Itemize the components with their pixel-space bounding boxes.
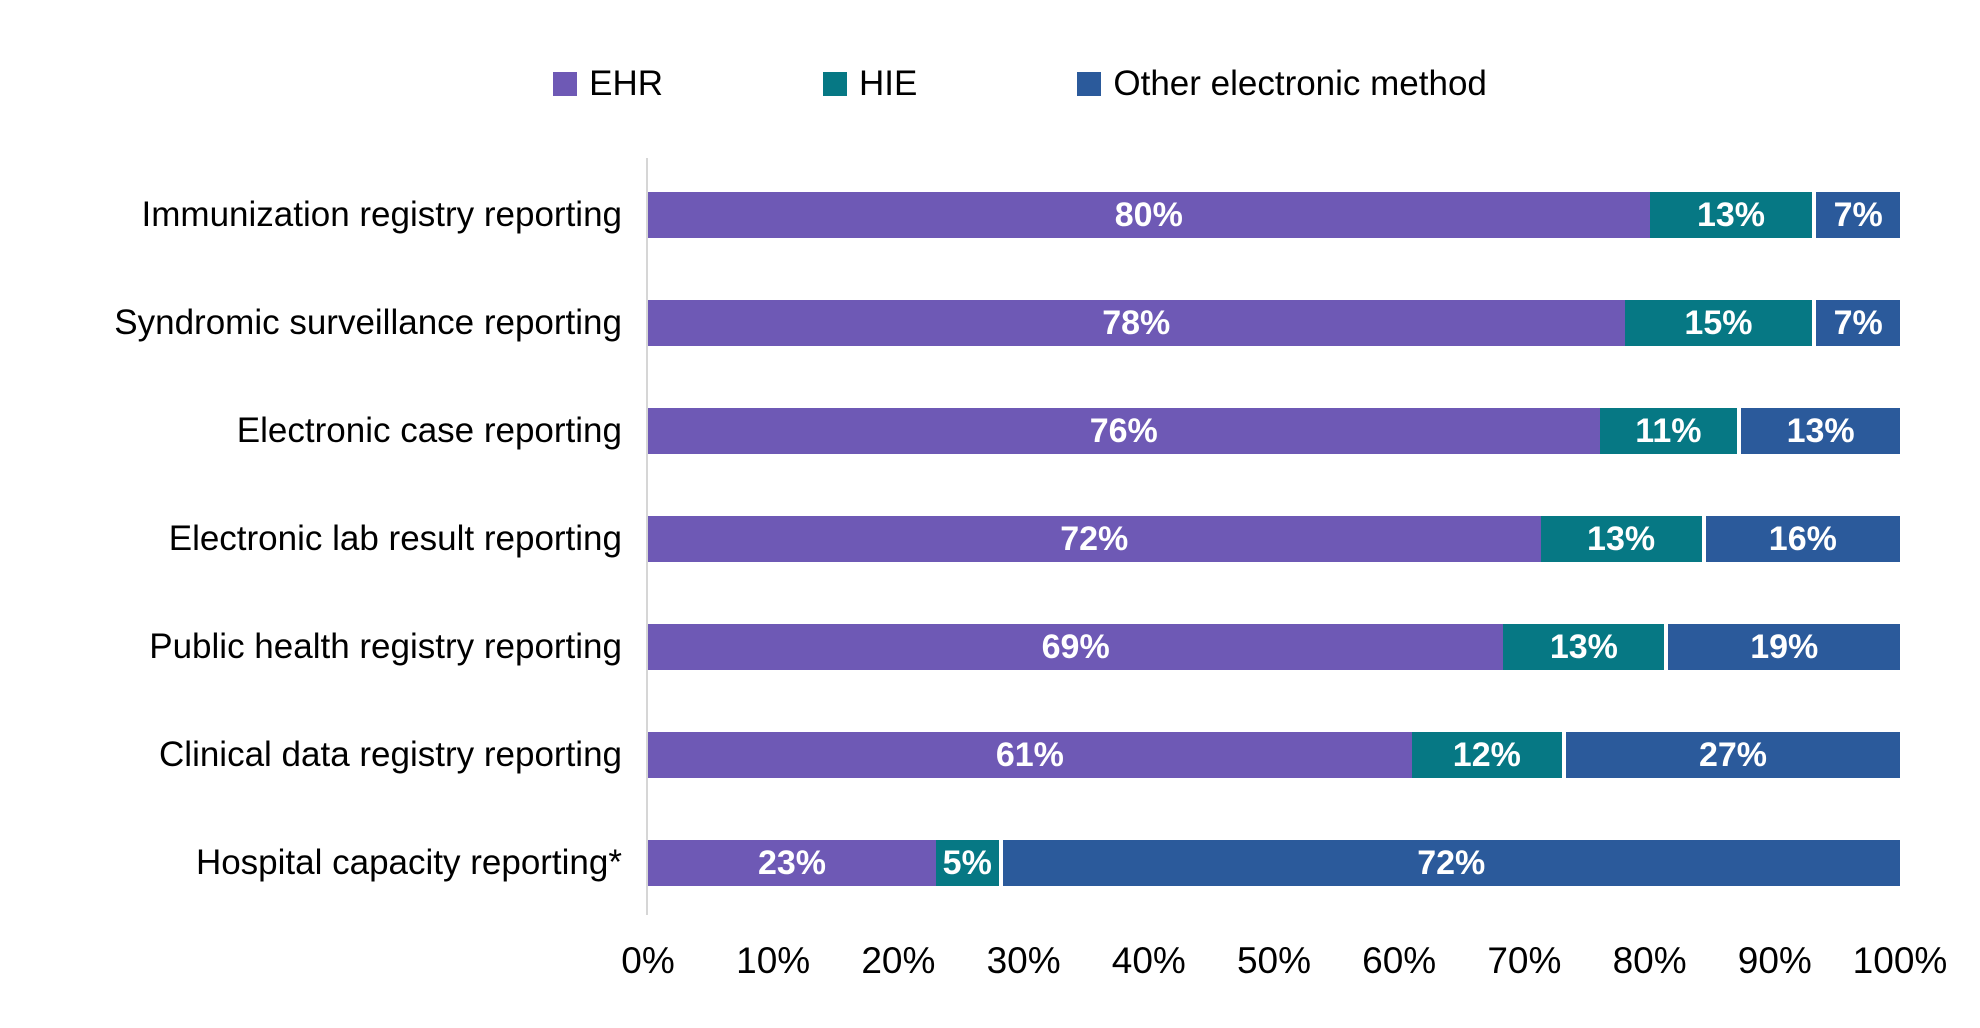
bar-value-label: 13% [1786, 412, 1855, 450]
x-axis-tick-label: 60% [1362, 940, 1437, 981]
bar-segment-hie: 12% [1411, 732, 1562, 778]
stacked-bar: 61% 12% 27% [648, 732, 1900, 778]
bar-value-label: 7% [1833, 196, 1883, 234]
bar-row: Immunization registry reporting 80% 13% 7% [0, 192, 1980, 238]
bar-value-label: 61% [995, 736, 1064, 774]
bar-value-label: 80% [1114, 196, 1183, 234]
bar-value-label: 78% [1102, 304, 1171, 342]
bar-segment-hie: 13% [1649, 192, 1813, 238]
legend-swatch-ehr [553, 72, 578, 96]
stacked-bar: 78% 15% 7% [648, 300, 1900, 346]
legend-label: EHR [589, 64, 664, 103]
bar-segment-hie: 5% [935, 840, 999, 886]
stacked-bar: 72% 13% 16% [648, 516, 1900, 562]
bar-segment-other-electronic-method: 13% [1737, 408, 1900, 454]
bar-value-label: 15% [1684, 304, 1753, 342]
bar-segment-other-electronic-method: 7% [1812, 192, 1900, 238]
category-label: Electronic lab result reporting [168, 519, 622, 558]
stacked-bar: 76% 11% 13% [648, 408, 1900, 454]
bar-row: Electronic lab result reporting 72% 13% 16% [0, 516, 1980, 562]
x-axis-tick-label: 40% [1111, 940, 1186, 981]
legend-item-ehr: EHR [553, 62, 663, 106]
bar-value-label: 76% [1089, 412, 1158, 450]
bar-segment-ehr: 78% [648, 300, 1625, 346]
stacked-bar: 80% 13% 7% [648, 192, 1900, 238]
bar-segment-hie: 15% [1624, 300, 1813, 346]
bar-row: Hospital capacity reporting* 23% 5% 72% [0, 840, 1980, 886]
category-label: Clinical data registry reporting [159, 735, 622, 774]
legend-label: HIE [859, 64, 918, 103]
bar-segment-ehr: 80% [648, 192, 1650, 238]
x-axis-tick-label: 90% [1737, 940, 1812, 981]
bar-value-label: 11% [1635, 412, 1702, 450]
x-axis: 0% 10% 20% 30% 40% 50% 60% 70% 80% 90% 100% [621, 940, 1947, 992]
legend-swatch-other-electronic-method [1077, 72, 1102, 96]
category-label: Hospital capacity reporting* [195, 843, 622, 882]
bar-value-label: 12% [1452, 736, 1521, 774]
category-label: Syndromic surveillance reporting [114, 303, 622, 342]
bar-row: Electronic case reporting 76% 11% 13% [0, 408, 1980, 454]
bar-segment-ehr: 69% [648, 624, 1504, 670]
legend-label: Other electronic method [1113, 64, 1487, 103]
legend-swatch-hie [823, 72, 848, 96]
x-axis-tick-label: 0% [621, 940, 675, 981]
bar-value-label: 5% [942, 844, 992, 882]
bar-segment-other-electronic-method: 27% [1561, 732, 1900, 778]
x-axis-tick-label: 30% [986, 940, 1061, 981]
bar-segment-hie: 11% [1599, 408, 1738, 454]
legend-item-hie: HIE [823, 62, 917, 106]
y-axis-line [646, 158, 648, 915]
x-axis-tick-label: 80% [1612, 940, 1687, 981]
bar-row: Clinical data registry reporting 61% 12% 27… [0, 732, 1980, 778]
bar-value-label: 7% [1833, 304, 1883, 342]
bar-value-label: 27% [1698, 736, 1767, 774]
category-label: Immunization registry reporting [141, 195, 622, 234]
chart-legend: EHR HIE Other electronic method [0, 62, 1980, 106]
legend-item-other-electronic-method: Other electronic method [1077, 62, 1487, 106]
stacked-bar: 23% 5% 72% [648, 840, 1900, 886]
x-axis-tick-label: 70% [1487, 940, 1562, 981]
bar-segment-other-electronic-method: 7% [1812, 300, 1900, 346]
x-axis-tick-label: 20% [861, 940, 936, 981]
bar-row: Public health registry reporting 69% 13% 19… [0, 624, 1980, 670]
bar-segment-other-electronic-method: 72% [998, 840, 1900, 886]
bar-value-label: 72% [1060, 520, 1129, 558]
x-axis-tick-label: 100% [1852, 940, 1948, 981]
bar-value-label: 72% [1417, 844, 1486, 882]
bar-segment-hie: 13% [1503, 624, 1665, 670]
category-label: Public health registry reporting [149, 627, 622, 666]
bar-segment-ehr: 72% [648, 516, 1541, 562]
bar-segment-other-electronic-method: 19% [1664, 624, 1901, 670]
bar-value-label: 13% [1696, 196, 1765, 234]
bar-segment-other-electronic-method: 16% [1701, 516, 1900, 562]
bar-value-label: 16% [1768, 520, 1837, 558]
x-axis-tick-label: 10% [736, 940, 811, 981]
bar-value-label: 19% [1750, 628, 1819, 666]
bar-value-label: 69% [1041, 628, 1110, 666]
bar-row: Syndromic surveillance reporting 78% 15% 7% [0, 300, 1980, 346]
bar-value-label: 13% [1549, 628, 1618, 666]
bar-segment-ehr: 23% [648, 840, 936, 886]
x-axis-tick-label: 50% [1236, 940, 1312, 981]
bar-segment-ehr: 76% [648, 408, 1600, 454]
bar-segment-hie: 13% [1540, 516, 1702, 562]
stacked-bar: 69% 13% 19% [648, 624, 1901, 670]
bar-value-label: 13% [1587, 520, 1656, 558]
category-label: Electronic case reporting [236, 411, 622, 450]
bar-value-label: 23% [757, 844, 826, 882]
bar-segment-ehr: 61% [648, 732, 1412, 778]
